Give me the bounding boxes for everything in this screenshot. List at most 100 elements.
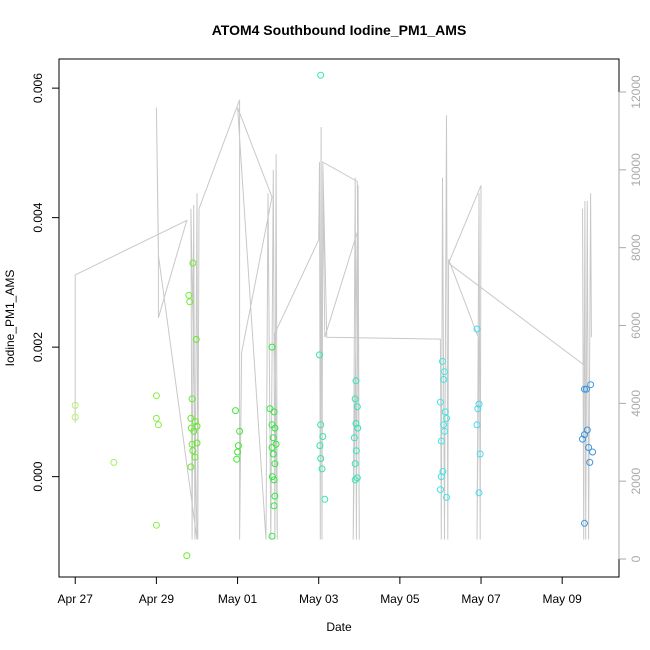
data-point-53 xyxy=(353,403,361,411)
y2-tick-label: 10000 xyxy=(629,153,643,187)
plot-frame xyxy=(58,58,620,578)
chart-title: ATOM4 Southbound Iodine_PM1_AMS xyxy=(212,22,467,38)
data-point-76 xyxy=(474,405,482,413)
data-point-44 xyxy=(316,351,323,359)
data-point-49 xyxy=(318,465,326,473)
data-point-89 xyxy=(581,519,588,527)
data-point-47 xyxy=(316,442,324,450)
data-point-42 xyxy=(268,532,276,540)
data-point-15 xyxy=(191,418,199,426)
x-tick-label: May 07 xyxy=(461,592,501,606)
data-point-52 xyxy=(351,395,359,403)
data-point-63 xyxy=(440,376,448,383)
data-point-62 xyxy=(441,368,448,376)
data-point-45 xyxy=(317,421,325,429)
data-point-67 xyxy=(440,421,448,429)
data-point-39 xyxy=(270,476,278,484)
data-point-37 xyxy=(271,460,279,468)
data-point-71 xyxy=(437,473,445,481)
y2-tick-label: 0 xyxy=(629,555,643,562)
data-point-86 xyxy=(585,444,593,451)
secondary-series-line xyxy=(74,99,592,540)
data-point-9 xyxy=(186,298,194,306)
data-point-24 xyxy=(236,427,244,435)
secondary-series-layer xyxy=(74,99,592,540)
x-tick-label: May 09 xyxy=(543,592,583,606)
data-point-66 xyxy=(443,414,450,422)
data-point-1 xyxy=(71,413,79,421)
data-point-17 xyxy=(189,447,197,455)
data-point-23 xyxy=(232,407,239,415)
y-axis-label: Iodine_PM1_AMS xyxy=(3,270,17,367)
data-point-19 xyxy=(187,463,195,471)
x-axis: Apr 27 Apr 29 May 01 May 03 May 05 May 07 May … xyxy=(58,576,583,606)
data-point-56 xyxy=(350,434,358,442)
data-point-5 xyxy=(154,421,162,429)
data-point-11 xyxy=(188,395,196,403)
data-point-58 xyxy=(351,460,359,468)
data-point-78 xyxy=(476,450,484,458)
secondary-y-axis: 0 2000 4000 6000 8000 10000 12000 xyxy=(618,75,643,562)
data-point-80 xyxy=(581,385,588,393)
data-point-69 xyxy=(437,437,445,445)
data-point-55 xyxy=(354,424,362,432)
data-point-22 xyxy=(193,439,201,447)
x-tick-label: May 01 xyxy=(218,592,258,606)
data-point-21 xyxy=(193,422,201,430)
data-point-87 xyxy=(589,448,597,456)
data-point-40 xyxy=(271,492,279,500)
y2-tick-label: 4000 xyxy=(629,390,643,417)
y2-tick-label: 6000 xyxy=(629,312,643,339)
y-axis: 0.000 0.002 0.004 0.006 xyxy=(31,73,60,492)
data-point-27 xyxy=(233,455,241,463)
data-point-30 xyxy=(270,408,278,416)
data-point-88 xyxy=(586,458,594,466)
data-point-51 xyxy=(352,377,360,385)
data-point-65 xyxy=(441,408,449,416)
data-point-4 xyxy=(152,414,160,422)
data-point-6 xyxy=(152,521,160,529)
data-point-54 xyxy=(352,420,360,427)
data-point-59 xyxy=(353,474,361,482)
x-tick-label: Apr 27 xyxy=(58,592,94,606)
y-tick-label: 0.000 xyxy=(31,461,45,491)
data-point-64 xyxy=(436,398,444,406)
data-point-41 xyxy=(270,502,278,510)
y2-tick-label: 8000 xyxy=(629,234,643,261)
data-point-46 xyxy=(319,433,327,440)
data-point-29 xyxy=(268,343,276,351)
x-tick-label: May 05 xyxy=(380,592,420,606)
y2-tick-label: 12000 xyxy=(629,75,643,109)
data-point-57 xyxy=(352,447,360,455)
data-point-61 xyxy=(439,357,446,365)
data-point-82 xyxy=(587,381,595,389)
data-point-2 xyxy=(110,458,118,466)
data-point-50 xyxy=(321,495,329,503)
x-tick-label: May 03 xyxy=(299,592,339,606)
data-point-35 xyxy=(268,444,276,451)
data-point-68 xyxy=(441,427,448,435)
data-point-75 xyxy=(475,400,483,408)
data-point-77 xyxy=(473,421,481,429)
x-axis-label: Date xyxy=(326,620,352,634)
data-point-60 xyxy=(351,476,359,484)
data-point-0 xyxy=(71,401,79,409)
data-point-14 xyxy=(190,427,198,435)
data-point-81 xyxy=(583,385,590,393)
data-point-26 xyxy=(234,448,242,456)
data-point-74 xyxy=(473,325,481,333)
data-point-10 xyxy=(189,259,197,267)
data-point-36 xyxy=(269,450,277,458)
data-point-7 xyxy=(183,552,191,560)
data-point-32 xyxy=(271,424,279,432)
y-tick-label: 0.004 xyxy=(31,202,45,232)
data-point-84 xyxy=(581,431,588,439)
data-point-18 xyxy=(191,453,199,461)
data-point-43 xyxy=(317,71,325,79)
data-point-33 xyxy=(269,434,277,442)
data-point-8 xyxy=(185,291,193,299)
data-point-85 xyxy=(579,435,586,443)
data-point-79 xyxy=(475,489,483,497)
points-layer xyxy=(71,71,597,560)
